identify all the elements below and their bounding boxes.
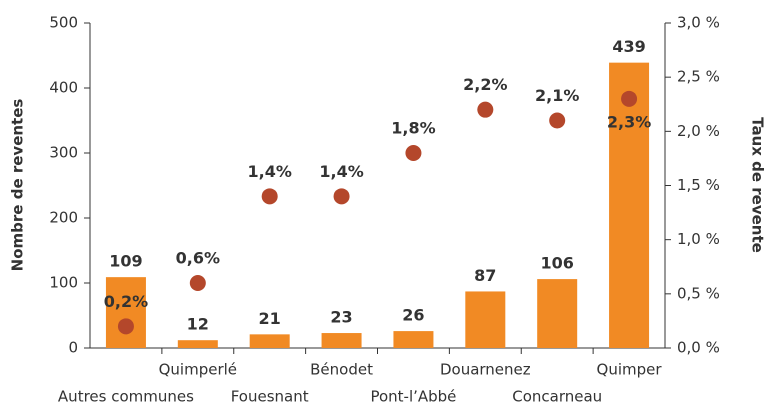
y-tick-label: 300 [49,144,78,162]
bar [537,279,578,348]
rate-label: 1,8% [391,119,435,138]
y2-tick-label: 3,0 % [677,14,720,32]
rate-label: 1,4% [319,162,363,181]
x-tick-label: Concarneau [512,388,602,406]
bar-label: 12 [187,315,209,334]
rate-label: 2,2% [463,75,507,94]
bar [249,334,290,348]
bar-label: 26 [402,306,424,325]
bar-label: 106 [540,254,573,273]
rate-label: 0,6% [176,249,220,268]
rate-dot [189,275,206,291]
rate-dot [477,101,494,118]
y-tick-label: 100 [49,274,78,292]
bar [609,62,650,349]
y2-tick-label: 2,0 % [677,122,720,140]
rate-dot [549,112,566,129]
rate-label: 2,1% [535,86,579,105]
y-tick-label: 500 [49,14,78,32]
bar [105,277,146,348]
bar-label: 23 [330,308,352,327]
bar [393,331,434,348]
rate-label: 0,2% [104,292,148,311]
x-tick-label: Pont-l’Abbé [370,388,456,406]
rate-dot [117,318,134,335]
bar-label: 439 [612,37,645,56]
x-tick-label: Fouesnant [231,388,309,406]
bar [321,333,362,348]
y2-tick-label: 1,0 % [677,230,720,248]
y-tick-label: 200 [49,209,78,227]
bar [465,291,506,348]
bar-label: 87 [474,266,496,285]
y-tick-label: 0 [68,339,78,357]
bar-label: 109 [109,252,142,271]
rate-label: 2,3% [607,112,651,131]
y2-tick-label: 1,5 % [677,176,720,194]
y-tick-label: 400 [49,79,78,97]
x-tick-label: Quimperlé [159,361,237,379]
rate-label: 1,4% [248,162,292,181]
x-tick-label: Douarnenez [440,361,531,379]
rate-dot [621,90,638,107]
rate-dot [405,145,422,161]
x-tick-label: Bénodet [310,361,373,379]
bar-label: 21 [259,309,281,328]
y2-tick-label: 0,0 % [677,339,720,357]
y2-axis-title: Taux de revente [749,117,765,253]
y-axis-title: Nombre de reventes [9,99,27,272]
rate-dot [333,188,350,205]
x-tick-label: Autres communes [58,388,194,406]
x-tick-label: Quimper [597,361,663,379]
y2-tick-label: 2,5 % [677,68,720,86]
y2-tick-label: 0,5 % [677,284,720,302]
bar [177,340,218,348]
rate-dot [261,188,278,205]
